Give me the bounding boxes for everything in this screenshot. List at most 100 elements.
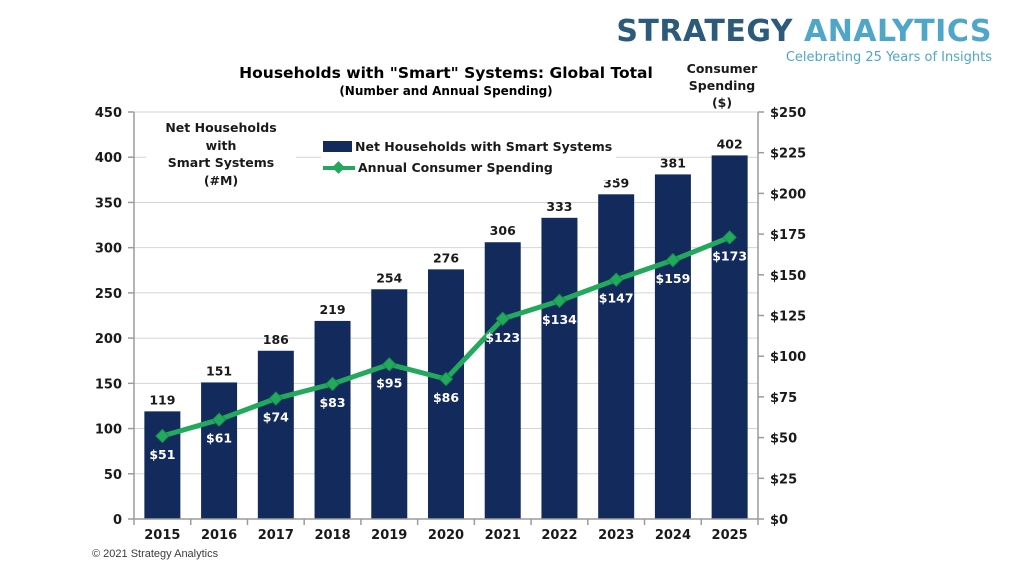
right-tick-label-$50: $50 xyxy=(770,432,797,447)
left-axis-title: Net Households with Smart Systems (#M) xyxy=(146,117,296,191)
bar-value-label-2015: 119 xyxy=(149,392,175,407)
left-tick-label-350: 350 xyxy=(95,196,122,211)
axis-title-line: ($) xyxy=(711,94,733,110)
right-tick-label-$75: $75 xyxy=(770,391,797,406)
line-value-label-2021: $123 xyxy=(485,330,520,345)
right-tick-label-$175: $175 xyxy=(770,228,806,243)
copyright-text: © 2021 Strategy Analytics xyxy=(92,548,219,560)
bar-value-label-2019: 254 xyxy=(376,270,402,285)
line-point-2022 xyxy=(552,293,567,309)
bar-2021 xyxy=(484,242,521,520)
year-label-2024: 2024 xyxy=(655,528,691,543)
right-tick-label-$125: $125 xyxy=(770,310,806,325)
chart-title-block: Households with "Smart" Systems: Global … xyxy=(146,64,746,98)
bar-2020 xyxy=(428,269,464,519)
chart-subtitle: (Number and Annual Spending) xyxy=(339,84,553,98)
bar-2015 xyxy=(144,411,181,519)
bar-2024 xyxy=(654,174,691,519)
legend-item-line: Annual Consumer Spending xyxy=(323,157,612,178)
year-label-2021: 2021 xyxy=(485,528,521,543)
line-point-2020 xyxy=(438,371,454,387)
axis-title-line: Spending xyxy=(688,77,756,93)
legend-item-bar: Net Households with Smart Systems xyxy=(323,136,612,157)
line-value-label-2019: $95 xyxy=(376,375,402,390)
right-tick-label-$200: $200 xyxy=(770,187,806,202)
bar-2019 xyxy=(371,289,408,519)
year-label-2015: 2015 xyxy=(144,528,180,543)
bar-2022 xyxy=(541,217,578,519)
legend-label-bar: Net Households with Smart Systems xyxy=(355,139,613,154)
axis-title-line: with xyxy=(205,137,237,153)
bar-2017 xyxy=(257,350,294,519)
line-value-label-2018: $83 xyxy=(319,395,345,410)
right-axis-title: Consumer Spending ($) xyxy=(670,61,774,112)
left-tick-label-250: 250 xyxy=(95,287,122,302)
axis-title-line: Smart Systems xyxy=(167,155,275,170)
line-value-label-2015: $51 xyxy=(149,447,175,462)
right-tick-label-$150: $150 xyxy=(770,269,806,284)
right-tick-label-$25: $25 xyxy=(770,472,797,487)
axis-title-line: Net Households xyxy=(165,120,277,135)
left-tick-label-50: 50 xyxy=(104,468,122,483)
brand-name-primary: STRATEGY xyxy=(616,14,794,49)
line-point-2025 xyxy=(722,230,737,245)
bar-value-label-2018: 219 xyxy=(319,302,345,317)
line-value-label-2017: $74 xyxy=(263,410,289,425)
bar-2016 xyxy=(201,382,238,519)
left-tick-label-0: 0 xyxy=(113,513,122,528)
line-point-2016 xyxy=(211,412,227,427)
year-label-2023: 2023 xyxy=(598,528,634,543)
bar-2023 xyxy=(598,194,635,519)
line-value-label-2020: $86 xyxy=(433,390,459,405)
axis-title-line: (#M) xyxy=(203,172,239,188)
legend-label-line: Annual Consumer Spending xyxy=(358,160,553,175)
year-label-2022: 2022 xyxy=(541,528,577,543)
brand-name-secondary: ANALYTICS xyxy=(803,14,992,49)
bar-value-label-2020: 276 xyxy=(433,250,459,265)
diamond-marker-icon xyxy=(332,161,345,174)
bar-2025 xyxy=(711,155,748,519)
right-tick-label-$0: $0 xyxy=(770,513,788,528)
left-tick-label-400: 400 xyxy=(95,151,122,166)
brand-logo: STRATEGY ANALYTICS Celebrating 25 Years … xyxy=(616,16,992,64)
right-tick-label-$225: $225 xyxy=(770,147,806,162)
line-value-label-2024: $159 xyxy=(656,271,691,286)
axis-title-line: Consumer xyxy=(686,61,758,76)
left-tick-label-200: 200 xyxy=(95,332,122,347)
bar-value-label-2025: 402 xyxy=(717,136,743,151)
line-value-label-2016: $61 xyxy=(206,431,232,446)
line-series-swatch xyxy=(323,161,355,174)
bar-value-label-2017: 186 xyxy=(263,332,289,347)
year-label-2018: 2018 xyxy=(314,528,350,543)
line-value-label-2025: $173 xyxy=(712,248,747,263)
brand-tagline: Celebrating 25 Years of Insights xyxy=(785,49,992,65)
legend: Net Households with Smart Systems Annual… xyxy=(321,134,617,180)
brand-name: STRATEGY ANALYTICS xyxy=(616,16,992,48)
left-tick-label-300: 300 xyxy=(95,242,122,257)
left-tick-label-450: 450 xyxy=(95,106,122,121)
line-point-2017 xyxy=(268,391,284,406)
bar-2018 xyxy=(314,320,351,519)
line-point-2023 xyxy=(608,272,624,287)
year-label-2019: 2019 xyxy=(371,528,407,543)
bar-value-label-2021: 306 xyxy=(490,223,516,238)
bar-value-label-2024: 381 xyxy=(660,155,686,170)
year-label-2016: 2016 xyxy=(201,528,237,543)
bar-value-label-2016: 151 xyxy=(206,363,232,378)
line-point-2015 xyxy=(155,428,170,444)
chart-title: Households with "Smart" Systems: Global … xyxy=(239,64,653,82)
year-label-2020: 2020 xyxy=(428,528,464,543)
line-point-2024 xyxy=(665,252,681,268)
left-tick-label-100: 100 xyxy=(95,423,122,438)
year-label-2025: 2025 xyxy=(712,528,748,543)
bar-series-swatch xyxy=(323,141,352,152)
bar-value-label-2022: 333 xyxy=(546,199,572,214)
right-tick-label-$250: $250 xyxy=(770,106,806,121)
line-point-2021 xyxy=(495,311,510,326)
line-value-label-2022: $134 xyxy=(542,312,577,327)
right-tick-label-$100: $100 xyxy=(770,350,806,365)
line-point-2019 xyxy=(382,357,397,372)
left-tick-label-150: 150 xyxy=(95,377,122,392)
